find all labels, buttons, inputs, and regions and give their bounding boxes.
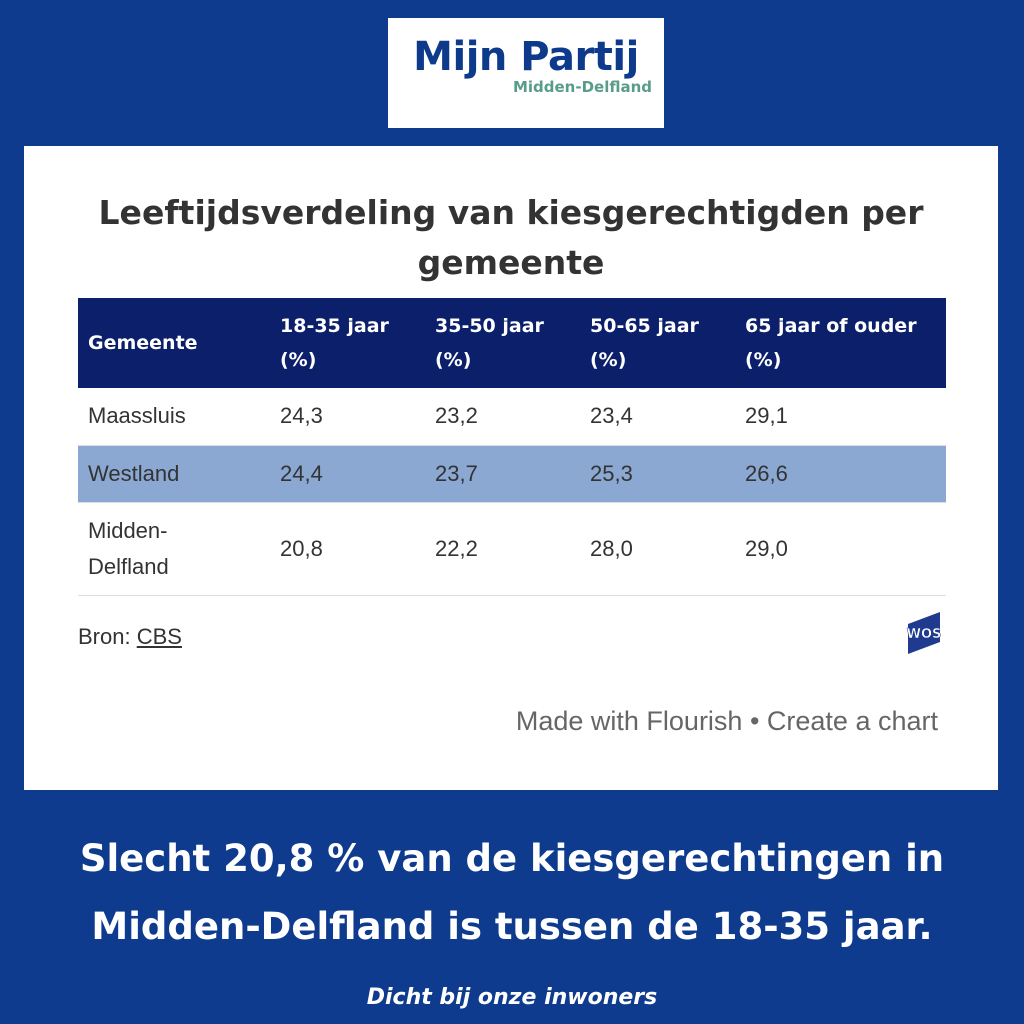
flourish-credit[interactable]: Made with Flourish • Create a chart — [515, 706, 938, 736]
chart-title: Leeftijdsverdeling van kiesgerechtigden … — [98, 193, 924, 282]
source-link[interactable]: CBS — [136, 624, 182, 649]
cell: 23,7 — [425, 445, 580, 503]
logo-title: Mijn Partij — [413, 34, 639, 80]
cell: 20,8 — [270, 502, 425, 596]
chart-card: Leeftijdsverdeling van kiesgerechtigden … — [24, 146, 998, 790]
table-row: Midden-Delfland 20,8 22,2 28,0 29,0 — [78, 502, 946, 596]
cell: 29,1 — [735, 388, 946, 446]
cell: 24,4 — [270, 445, 425, 503]
cell: 23,2 — [425, 388, 580, 446]
cell-text: Midden-Delfland — [88, 517, 169, 579]
headline: Slecht 20,8 % van de kiesgerechtingen in… — [79, 837, 945, 948]
cell: 22,2 — [425, 502, 580, 596]
source-label: Bron: — [78, 624, 131, 649]
col-header: Gemeente — [78, 298, 270, 388]
col-header: 65 jaar of ouder (%) — [735, 298, 946, 388]
party-logo: Mijn Partij Midden-Delfland — [388, 18, 664, 128]
data-table: Gemeente 18-35 jaar (%) 35-50 jaar (%) 5… — [78, 298, 946, 596]
cell: Maassluis — [78, 388, 270, 446]
cell: 23,4 — [580, 388, 735, 446]
cell: 25,3 — [580, 445, 735, 503]
cell: 28,0 — [580, 502, 735, 596]
cell: Midden-Delfland — [78, 502, 270, 596]
tagline: Dicht bij onze inwoners — [366, 985, 658, 1010]
table-row: Maassluis 24,3 23,2 23,4 29,1 — [78, 388, 946, 446]
source: Bron: CBS — [78, 624, 182, 650]
cell: 26,6 — [735, 445, 946, 503]
table-row: Westland 24,4 23,7 25,3 26,6 — [78, 445, 946, 503]
col-header: 50-65 jaar (%) — [580, 298, 735, 388]
svg-text:WOS: WOS — [907, 627, 942, 642]
cell: 24,3 — [270, 388, 425, 446]
cell: 29,0 — [735, 502, 946, 596]
col-header: 35-50 jaar (%) — [425, 298, 580, 388]
logo-subtitle: Midden-Delfland — [512, 78, 652, 96]
cell: Westland — [78, 445, 270, 503]
col-header: 18-35 jaar (%) — [270, 298, 425, 388]
wos-logo-icon: WOS — [906, 612, 942, 654]
